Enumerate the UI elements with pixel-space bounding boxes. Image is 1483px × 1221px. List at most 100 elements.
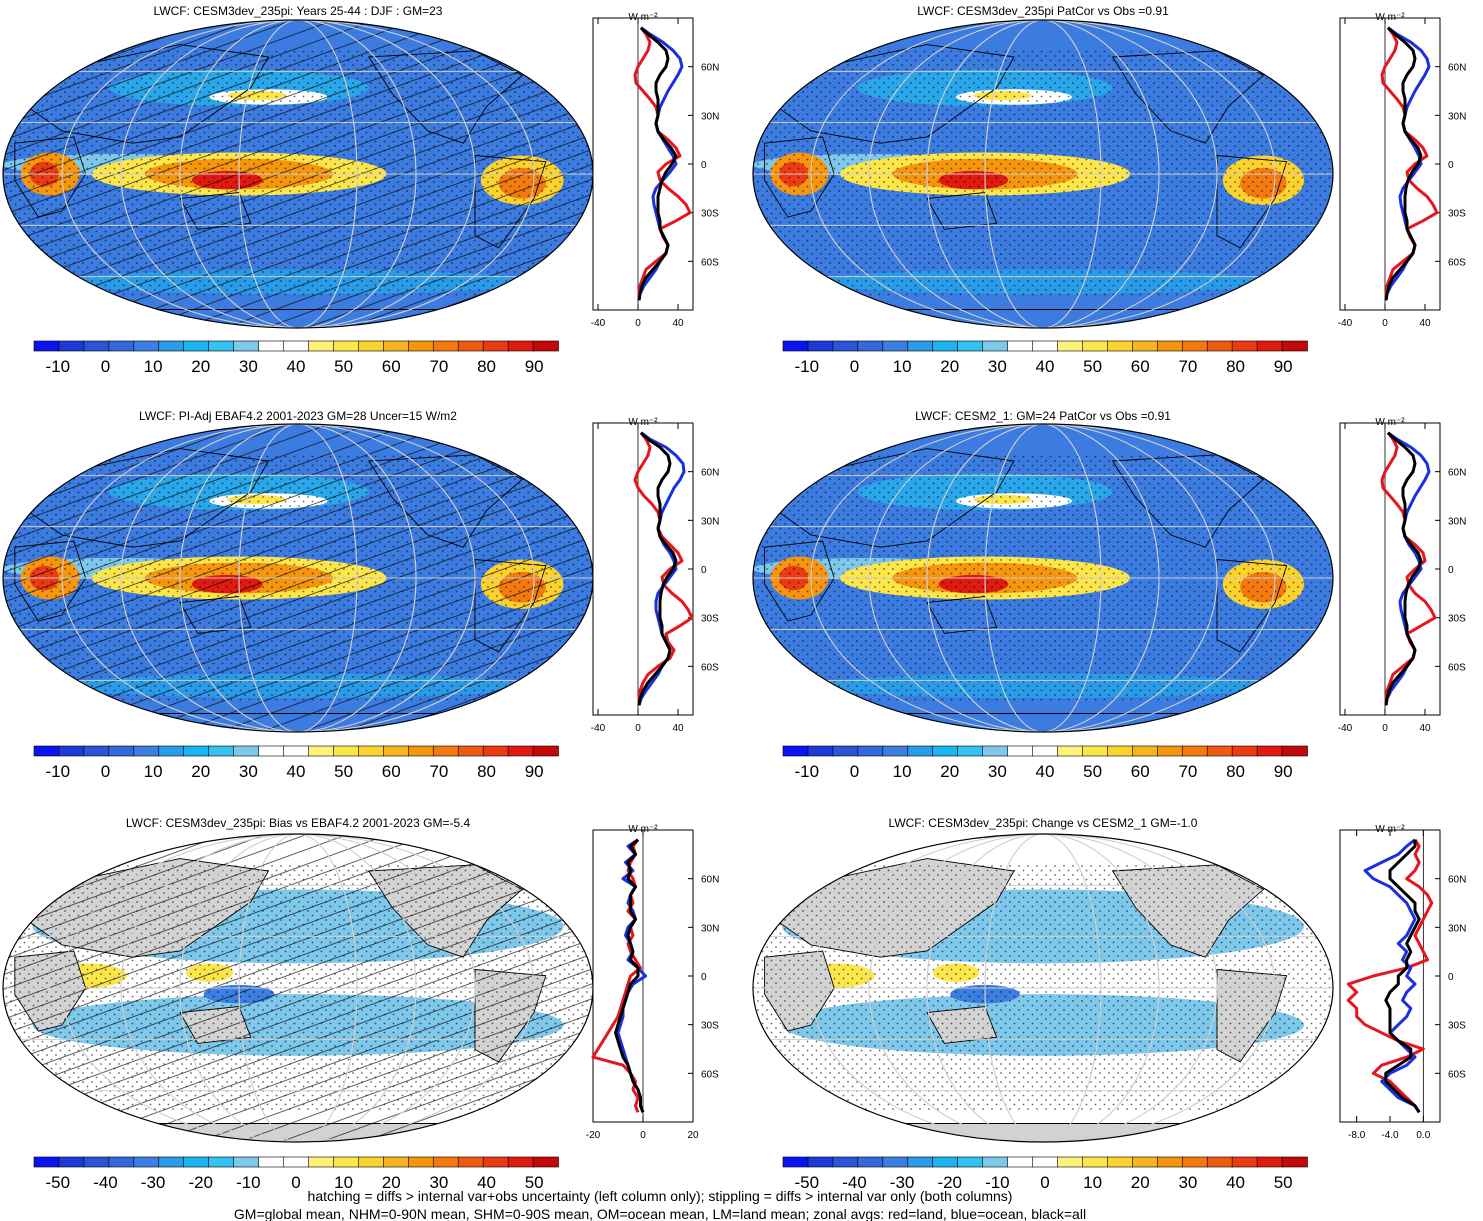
- zonal-ytick-label: 60S: [1448, 257, 1466, 268]
- panel-1: LWCF: CESM3dev_235pi: Years 25-44 : DJF …: [2, 4, 720, 376]
- colorbar-tick-label: 40: [287, 357, 306, 376]
- colorbar-tick-label: 20: [191, 357, 210, 376]
- colorbar-tick-label: -10: [46, 762, 71, 781]
- graticule-lon: [984, 834, 1102, 1142]
- colorbar-box: [158, 745, 185, 757]
- colorbar-box: [358, 340, 385, 352]
- colorbar-box: [283, 1156, 310, 1168]
- colorbar-tick-label: 80: [477, 357, 496, 376]
- colorbar-box: [882, 1156, 909, 1168]
- colorbar-box: [1107, 1156, 1134, 1168]
- colorbar-tick-label: -40: [93, 1173, 118, 1192]
- colorbar-box: [857, 340, 884, 352]
- colorbar-tick-label: 40: [1036, 762, 1055, 781]
- colorbar-box: [1032, 1156, 1059, 1168]
- colorbar-box: [83, 745, 110, 757]
- graticule-lon: [61, 20, 535, 328]
- colorbar-box: [957, 340, 984, 352]
- colorbar-box: [333, 340, 360, 352]
- colorbar-box: [407, 1156, 435, 1168]
- colorbar-tick-label: 80: [1226, 762, 1245, 781]
- colorbar-tick-label: 60: [1131, 762, 1150, 781]
- colorbar-tick-label: 40: [1036, 357, 1055, 376]
- colorbar-tick-label: 40: [1226, 1173, 1245, 1192]
- colorbar-box: [457, 745, 484, 757]
- colorbar-tick-label: 20: [191, 762, 210, 781]
- colorbar: -10 0 10 20 30 40 50 60 70 80 90: [782, 745, 1308, 781]
- graticule-lon: [984, 20, 1102, 328]
- colorbar-box: [532, 745, 559, 757]
- colorbar-box: [507, 340, 534, 352]
- colorbar-box: [432, 1156, 459, 1168]
- map-border: [752, 833, 1334, 1143]
- panel-title: LWCF: CESM3dev_235pi: Bias vs EBAF4.2 20…: [126, 816, 471, 830]
- colorbar-tick-label: 50: [334, 762, 353, 781]
- graticule-lon: [238, 424, 358, 732]
- zonal-series-all: [1384, 839, 1421, 1114]
- colorbar-tick-label: 50: [1083, 357, 1102, 376]
- colorbar-tick-label: 40: [287, 762, 306, 781]
- panel-title: LWCF: CESM2_1: GM=24 PatCor vs Obs =0.91: [915, 409, 1171, 423]
- colorbar-tick-label: 0: [101, 762, 110, 781]
- colorbar-box: [1082, 745, 1109, 757]
- colorbar-box: [782, 1156, 809, 1168]
- colorbar-box: [183, 340, 210, 352]
- panel-3: LWCF: PI-Adj EBAF4.2 2001-2023 GM=28 Unc…: [2, 409, 719, 781]
- colorbar-box: [1032, 340, 1059, 352]
- zonal-ytick-label: 30S: [701, 1021, 719, 1032]
- zonal-xtick-label: -40: [591, 318, 606, 329]
- colorbar-box: [308, 340, 335, 352]
- graticule-lon: [179, 424, 417, 732]
- colorbar-box: [308, 1156, 335, 1168]
- colorbar-box: [932, 1156, 959, 1168]
- zonal-ytick-label: 60N: [1448, 468, 1466, 479]
- colorbar-tick-label: 0: [291, 1173, 300, 1192]
- colorbar-box: [1181, 340, 1208, 352]
- colorbar-box: [1231, 1156, 1258, 1168]
- colorbar-box: [807, 340, 834, 352]
- colorbar-box: [133, 1156, 160, 1168]
- colorbar-tick-label: 0: [101, 357, 110, 376]
- zonal-mean-plot: W m⁻² -40 0 40 60N 30N 0 30S 60S: [591, 12, 720, 329]
- zonal-ytick-label: 0: [1448, 972, 1454, 983]
- zonal-xtick-label: -20: [586, 1130, 601, 1141]
- map-border: [752, 423, 1334, 733]
- zonal-xtick-label: 0: [635, 723, 641, 734]
- colorbar-box: [1256, 1156, 1283, 1168]
- colorbar-tick-label: 60: [382, 357, 401, 376]
- map: [753, 834, 1333, 1142]
- zonal-unit-label: W m⁻²: [628, 12, 658, 23]
- colorbar-box: [1057, 340, 1084, 352]
- map: [3, 20, 593, 328]
- colorbar-box: [907, 1156, 934, 1168]
- colorbar-box: [1256, 745, 1283, 757]
- colorbar-box: [457, 1156, 484, 1168]
- colorbar-box: [1281, 340, 1308, 352]
- graticule-lon: [120, 834, 476, 1142]
- colorbar-box: [83, 340, 110, 352]
- colorbar-tick-label: -30: [890, 1173, 915, 1192]
- colorbar-box: [982, 745, 1009, 757]
- colorbar-tick-label: 30: [1178, 1173, 1197, 1192]
- zonal-ytick-label: 30S: [701, 209, 719, 220]
- colorbar-box: [258, 745, 285, 757]
- footer-line1: hatching = diffs > internal var+obs unce…: [308, 1188, 1013, 1204]
- colorbar-box: [1206, 745, 1233, 757]
- colorbar-tick-label: 10: [144, 357, 163, 376]
- colorbar: -10 0 10 20 30 40 50 60 70 80 90: [782, 340, 1308, 376]
- colorbar-box: [1231, 340, 1258, 352]
- colorbar-box: [407, 745, 435, 757]
- zonal-series-all: [1384, 26, 1423, 301]
- colorbar-box: [1181, 745, 1208, 757]
- colorbar-box: [108, 1156, 135, 1168]
- zonal-frame: [1339, 422, 1441, 716]
- zonal-series-all: [637, 431, 678, 706]
- graticule-lon: [926, 20, 1160, 328]
- colorbar-box: [932, 340, 959, 352]
- colorbar-box: [108, 340, 135, 352]
- colorbar-box: [1082, 1156, 1109, 1168]
- zonal-mean-plot: W m⁻² -8.0 -4.0 0.0 60N 30N 0 30S 60S: [1339, 824, 1466, 1141]
- zonal-mean-plot: W m⁻² -20 0 20 60N 30N 0 30S 60S: [586, 824, 720, 1141]
- colorbar-tick-label: 80: [1226, 357, 1245, 376]
- zonal-ytick-label: 30N: [701, 923, 719, 934]
